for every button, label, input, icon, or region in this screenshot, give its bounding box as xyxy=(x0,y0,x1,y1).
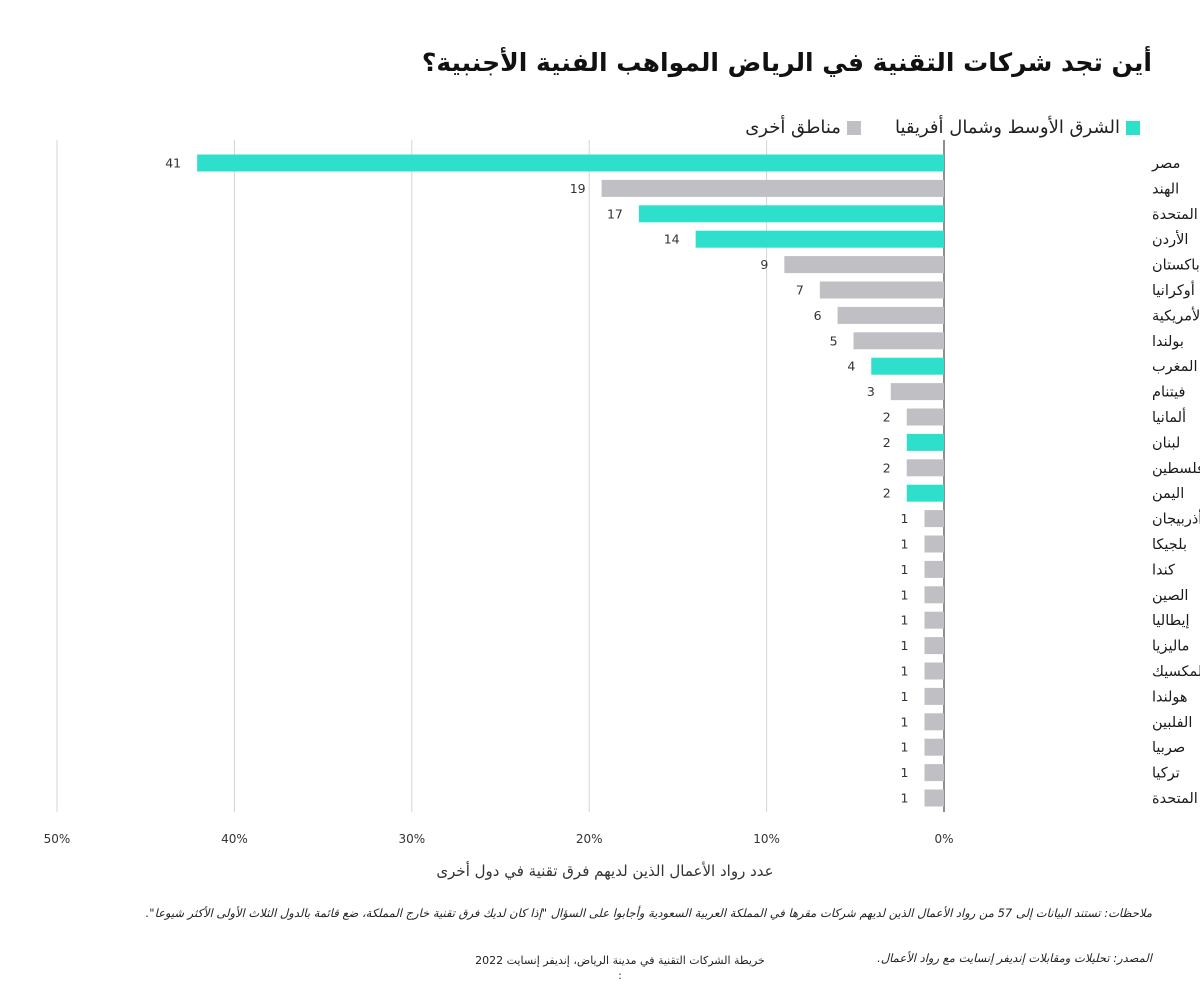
bar-4 xyxy=(695,230,944,248)
bar-10 xyxy=(890,383,944,401)
category-label: الفلبين xyxy=(1152,715,1192,731)
value-label: 41 xyxy=(165,156,181,171)
category-label: المغرب xyxy=(1152,359,1197,375)
value-label: 1 xyxy=(901,791,909,806)
legend-item-mena: الشرق الأوسط وشمال أفريقيا xyxy=(895,117,1140,138)
value-label: 2 xyxy=(883,435,891,450)
category-label: صربيا xyxy=(1152,740,1185,756)
category-label: كندا xyxy=(1152,562,1175,578)
category-label: الصين xyxy=(1152,588,1188,604)
footer-line-2: : xyxy=(618,969,622,982)
bar-13 xyxy=(906,459,944,477)
legend-item-other: مناطق أخرى xyxy=(745,117,861,138)
footer: خريطة الشركات التقنية في مدينة الرياض، إ… xyxy=(470,953,770,983)
category-label: الأردن xyxy=(1152,230,1188,248)
value-label: 1 xyxy=(901,765,909,780)
x-tick-label: 50% xyxy=(44,832,71,846)
bar-22 xyxy=(924,687,944,705)
bar-6 xyxy=(819,281,944,299)
value-label: 1 xyxy=(901,613,909,628)
x-axis-label: عدد رواد الأعمال الذين لديهم فرق تقنية ف… xyxy=(436,862,774,880)
value-label: 7 xyxy=(796,283,804,298)
bar-8 xyxy=(853,332,944,350)
bar-1 xyxy=(197,154,944,172)
bar-3 xyxy=(638,205,944,223)
bar-25 xyxy=(924,764,944,782)
bar-19 xyxy=(924,611,944,629)
value-label: 1 xyxy=(901,664,909,679)
category-label: فيتنام xyxy=(1152,385,1185,401)
bar-11 xyxy=(906,408,944,426)
bar-20 xyxy=(924,637,944,655)
x-tick-label: 40% xyxy=(221,832,248,846)
bar-14 xyxy=(906,484,944,502)
value-label: 3 xyxy=(867,384,875,399)
bar-5 xyxy=(784,256,944,274)
value-label: 6 xyxy=(814,308,822,323)
category-label: الإمارات العربية المتحدة xyxy=(1152,207,1200,223)
category-label: باكستان xyxy=(1152,258,1200,274)
value-label: 1 xyxy=(901,537,909,552)
x-tick-label: 0% xyxy=(934,832,953,846)
value-label: 2 xyxy=(883,410,891,425)
category-label: لبنان xyxy=(1152,435,1180,451)
category-label: هولندا xyxy=(1152,689,1188,705)
category-label: أوكرانيا xyxy=(1152,280,1195,299)
value-label: 1 xyxy=(901,689,909,704)
legend-label-other: مناطق أخرى xyxy=(745,117,841,138)
legend-swatch-mena xyxy=(1126,120,1140,135)
category-label: اليمن xyxy=(1152,486,1184,502)
bar-24 xyxy=(924,738,944,756)
value-label: 4 xyxy=(847,359,855,374)
x-tick-label: 20% xyxy=(576,832,603,846)
bar-9 xyxy=(871,357,944,375)
category-label: ألمانيا xyxy=(1152,407,1186,426)
bar-18 xyxy=(924,586,944,604)
x-tick-label: 30% xyxy=(398,832,425,846)
value-label: 9 xyxy=(760,257,768,272)
bar-23 xyxy=(924,713,944,731)
category-label: تركيا xyxy=(1152,766,1180,782)
category-label: فلسطين xyxy=(1152,461,1200,477)
category-label: أذربيجان xyxy=(1152,509,1200,528)
bar-26 xyxy=(924,789,944,807)
x-tick-label: 10% xyxy=(753,832,780,846)
value-label: 17 xyxy=(607,206,623,221)
value-label: 1 xyxy=(901,740,909,755)
value-label: 2 xyxy=(883,486,891,501)
legend: الشرق الأوسط وشمال أفريقيا مناطق أخرى xyxy=(745,117,1140,138)
source-note: المصدر: تحليلات ومقابلات إنديفر إنسايت م… xyxy=(877,951,1152,965)
category-label: المكسيك xyxy=(1152,664,1200,680)
legend-label-mena: الشرق الأوسط وشمال أفريقيا xyxy=(894,117,1120,138)
category-label: ماليزيا xyxy=(1152,639,1189,655)
bar-16 xyxy=(924,535,944,553)
footer-line-1: خريطة الشركات التقنية في مدينة الرياض، إ… xyxy=(475,954,765,967)
legend-swatch-other xyxy=(846,120,861,135)
bar-21 xyxy=(924,662,944,680)
category-label: الهند xyxy=(1152,181,1179,197)
bar-12 xyxy=(906,433,944,451)
value-label: 14 xyxy=(664,232,680,247)
value-label: 5 xyxy=(830,333,838,348)
value-label: 19 xyxy=(570,181,586,196)
notes: ملاحظات: تستند البيانات إلى 57 من رواد ا… xyxy=(145,906,1152,920)
bar-7 xyxy=(837,306,944,324)
value-label: 1 xyxy=(901,638,909,653)
category-label: إيطاليا xyxy=(1152,613,1190,629)
bar-2 xyxy=(601,179,944,197)
category-label: بولندا xyxy=(1152,334,1184,350)
category-label: المملكة المتحدة xyxy=(1152,791,1200,807)
category-label: الولايات المتحدة الأمريكية xyxy=(1152,306,1200,324)
bar-15 xyxy=(924,510,944,528)
value-label: 1 xyxy=(901,562,909,577)
value-label: 1 xyxy=(901,587,909,602)
value-label: 1 xyxy=(901,714,909,729)
category-label: مصر xyxy=(1151,156,1180,172)
value-label: 1 xyxy=(901,511,909,526)
chart-title: أين تجد شركات التقنية في الرياض المواهب … xyxy=(421,48,1152,77)
value-label: 2 xyxy=(883,460,891,475)
category-label: بلجيكا xyxy=(1152,537,1187,553)
bar-17 xyxy=(924,560,944,578)
